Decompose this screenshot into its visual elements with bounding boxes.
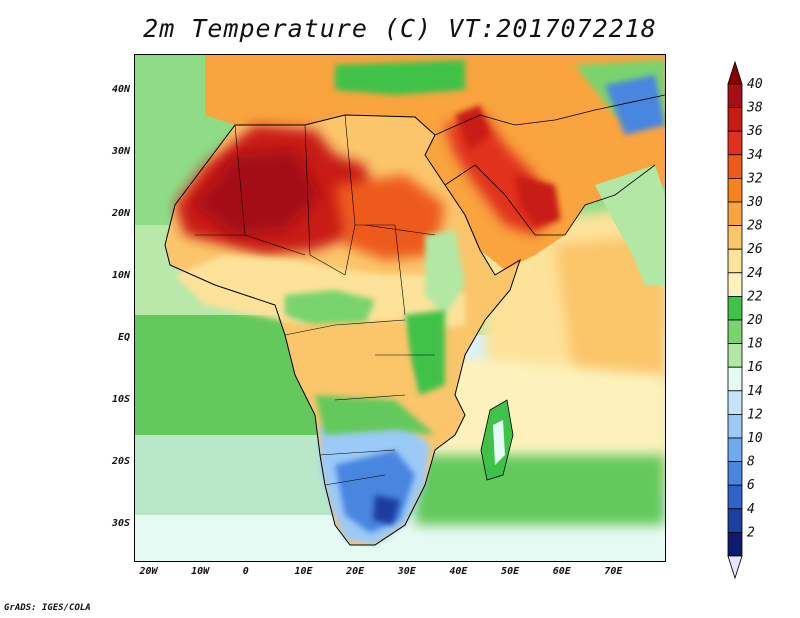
colorbar-swatch [727, 343, 743, 368]
lon-tick-label: 10W [191, 566, 210, 577]
lat-tick-label: 20S [111, 455, 130, 467]
colorbar-label: 40 [747, 77, 763, 92]
colorbar-swatch [727, 319, 743, 345]
himalaya-cold-patch [605, 75, 665, 135]
colorbar-label: 22 [747, 289, 763, 304]
colorbar-label: 14 [747, 384, 763, 399]
colorbar-label: 24 [747, 266, 763, 281]
lat-tick-label: 20N [111, 208, 130, 220]
colorbar-swatch [727, 272, 743, 297]
colorbar-label: 36 [746, 124, 763, 139]
colorbar-label: 8 [747, 455, 755, 470]
madagascar-coastline [480, 399, 514, 481]
colorbar-label: 28 [747, 219, 763, 234]
colorbar-swatch [727, 366, 743, 392]
chart-title: 2m Temperature (C) VT:2017072218 [143, 14, 657, 43]
lon-tick-label: 50E [501, 566, 520, 577]
lat-tick-label: 10N [111, 270, 130, 282]
europe-land [205, 55, 665, 135]
madagascar-highland [493, 420, 505, 465]
colorbar-swatch [727, 83, 743, 109]
colorbar-swatch [727, 130, 743, 156]
arabia-coastline [444, 164, 656, 236]
ethiopia-highlands [425, 230, 465, 315]
ocean-indian-warm [555, 235, 665, 385]
lat-tick-label: 30N [111, 146, 130, 158]
colorbar-swatch [727, 154, 743, 179]
zambia-green [315, 395, 435, 435]
lon-tick-label: 40E [449, 566, 468, 577]
grads-credit: GrADS: IGES/COLA [4, 603, 91, 613]
sahara-hottest [195, 150, 320, 235]
congo-basin [305, 320, 415, 405]
colorbar-label: 4 [747, 502, 755, 517]
colorbar-label: 6 [747, 478, 755, 493]
lon-tick-label: 20W [139, 566, 158, 577]
colorbar-swatch [727, 508, 743, 533]
ocean-indian-cool [415, 455, 665, 525]
lat-tick-label: EQ [117, 331, 130, 343]
colorbar-swatch [727, 107, 743, 132]
colorbar-swatch [727, 437, 743, 463]
colorbar-label: 34 [746, 148, 763, 163]
colorbar-swatch [727, 295, 743, 321]
colorbar-label: 30 [746, 195, 763, 210]
africa-coastline [164, 114, 521, 546]
lon-tick-label: 0 [242, 566, 249, 577]
colorbar-label: 38 [746, 101, 763, 116]
lat-tick-label: 30S [111, 517, 130, 529]
lon-tick-label: 20E [346, 566, 365, 577]
colorbar-swatch [727, 390, 743, 415]
india-land [595, 165, 665, 285]
colorbar-label: 26 [747, 242, 763, 257]
country-borders [195, 114, 436, 486]
colorbar-label: 12 [747, 407, 763, 422]
colorbar-swatch [727, 484, 743, 510]
map-canvas [135, 55, 665, 561]
east-africa-lakes [405, 310, 445, 395]
lat-tick-label: 40N [111, 84, 130, 96]
colorbar-swatch [727, 201, 743, 227]
iraq-hot [455, 105, 490, 150]
europe-cool-patch [335, 60, 465, 95]
colorbar-label: 18 [747, 337, 763, 352]
colorbar-label: 32 [746, 171, 763, 186]
colorbar-swatch [727, 177, 743, 203]
arabia-hottest [515, 175, 560, 227]
colorbar-swatch [727, 532, 743, 557]
colorbar-swatch [727, 248, 743, 274]
lesotho-cold [373, 495, 400, 525]
temperature-map [134, 54, 666, 562]
gulf-guinea-green [285, 290, 375, 327]
colorbar-swatch [727, 225, 743, 250]
colorbar-swatch [727, 413, 743, 439]
lon-tick-label: 60E [552, 566, 571, 577]
colorbar-bottom-arrow [727, 555, 743, 580]
colorbar-swatch [727, 461, 743, 486]
lon-tick-label: 30E [397, 566, 416, 577]
lat-tick-label: 10S [111, 393, 130, 405]
colorbar-label: 16 [747, 360, 763, 375]
sudan-hot [335, 175, 445, 260]
colorbar-label: 10 [747, 431, 763, 446]
mideast-coastline [434, 94, 665, 136]
colorbar-label: 2 [747, 525, 755, 540]
lon-tick-label: 10E [294, 566, 313, 577]
lon-tick-label: 70E [604, 566, 623, 577]
ocean-benguela [135, 435, 335, 515]
colorbar-top-arrow [727, 60, 743, 85]
colorbar-label: 20 [747, 313, 763, 328]
